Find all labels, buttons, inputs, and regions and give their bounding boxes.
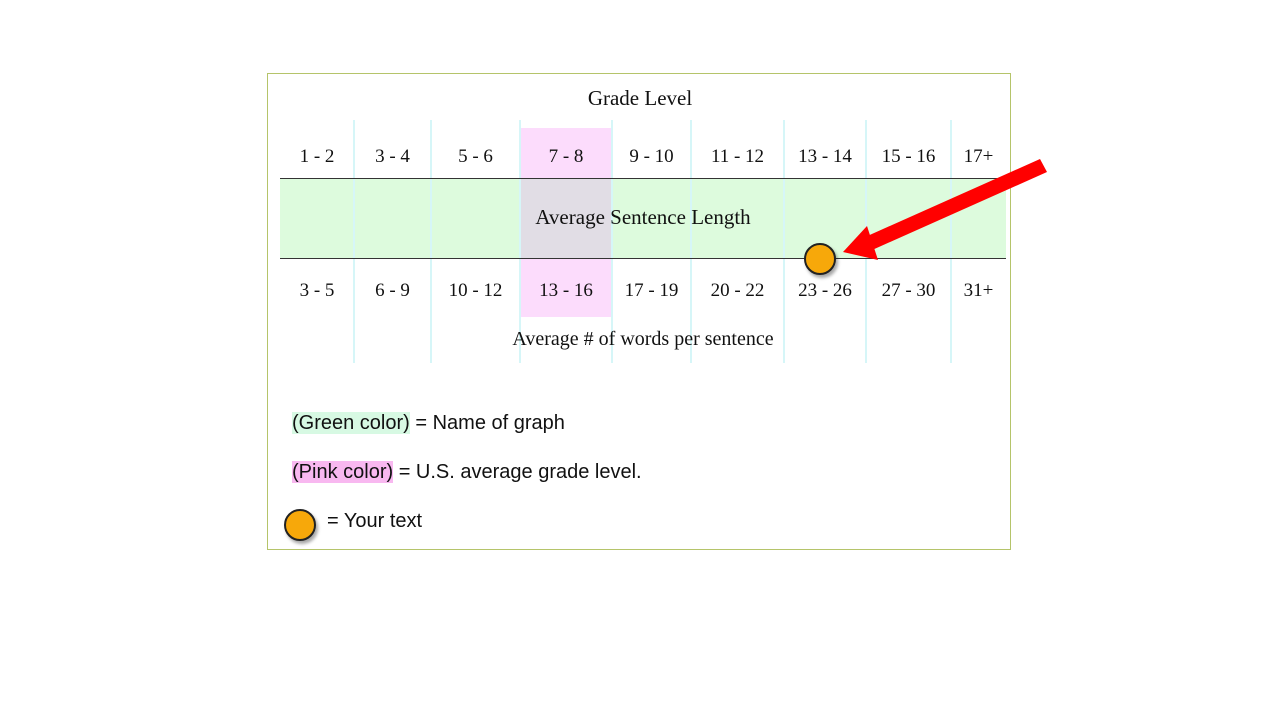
legend-green-tag: (Green color) [292,412,410,434]
column-divider-2 [430,120,432,363]
grade-label: 13 - 14 [798,146,852,167]
column-divider-4 [611,120,613,363]
legend-marker-icon [284,509,316,541]
top-divider-line [280,178,1006,179]
diagram-title: Grade Level [587,86,693,110]
legend-pink-desc: = U.S. average grade level. [393,461,642,483]
grade-label: 5 - 6 [458,146,493,167]
us-average-highlight-top [520,128,612,179]
us-average-highlight-bottom [520,259,612,317]
grade-label: 3 - 4 [375,146,410,167]
words-label: 31+ [963,280,994,301]
legend-pink: (Pink color) = U.S. average grade level. [292,461,642,484]
bottom-divider-line [280,258,1006,259]
words-label: 6 - 9 [375,280,410,301]
words-label: 17 - 19 [624,280,679,301]
words-axis-label: Average # of words per sentence [512,328,774,350]
words-label: 27 - 30 [881,280,936,301]
grade-label: 15 - 16 [881,146,936,167]
words-label: 13 - 16 [539,280,593,301]
arrow-head [843,226,878,260]
column-divider-1 [353,120,355,363]
legend-green-desc: = Name of graph [409,412,565,434]
legend-marker-desc: = Your text [327,510,423,532]
sentence-length-band [280,179,1006,258]
column-divider-5 [690,120,692,363]
column-divider-3 [519,120,521,363]
arrow-shaft [854,159,1047,255]
grade-label: 7 - 8 [548,146,584,167]
grade-label: 9 - 10 [629,146,674,167]
column-divider-8 [950,120,952,363]
words-label: 3 - 5 [299,280,335,301]
us-average-highlight-mid [520,179,612,258]
words-label: 23 - 26 [798,280,852,301]
band-label: Average Sentence Length [535,205,751,229]
legend-green: (Green color) = Name of graph [292,412,565,435]
column-divider-6 [783,120,785,363]
grade-label: 1 - 2 [299,146,335,167]
your-text-marker [804,243,836,275]
words-label: 10 - 12 [448,280,503,301]
legend-pink-tag: (Pink color) [292,461,394,483]
grade-label: 17+ [963,146,994,167]
words-label: 20 - 22 [710,280,765,301]
grade-label: 11 - 12 [710,146,765,167]
